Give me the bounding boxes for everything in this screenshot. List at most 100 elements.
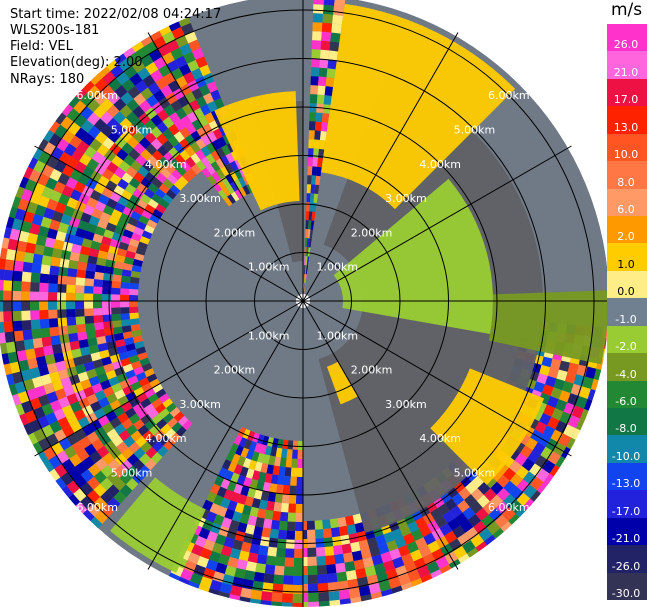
noise-gate bbox=[309, 94, 318, 104]
noise-gate bbox=[32, 337, 44, 349]
noise-gate bbox=[550, 387, 563, 400]
noise-gate bbox=[106, 471, 120, 485]
noise-gate bbox=[179, 63, 192, 76]
noise-gate bbox=[146, 155, 159, 167]
noise-gate bbox=[435, 556, 449, 570]
noise-gate bbox=[293, 557, 303, 567]
noise-gate bbox=[366, 537, 378, 549]
noise-gate bbox=[308, 220, 312, 230]
noise-gate bbox=[500, 521, 515, 535]
noise-gate bbox=[111, 313, 122, 322]
noise-gate bbox=[155, 203, 167, 214]
noise-gate bbox=[427, 540, 441, 554]
noise-gate bbox=[328, 590, 340, 601]
noise-gate bbox=[262, 454, 271, 465]
noise-gate bbox=[78, 253, 89, 263]
noise-gate bbox=[195, 149, 206, 161]
noise-gate bbox=[168, 111, 181, 124]
noise-gate bbox=[216, 505, 228, 518]
noise-gate bbox=[123, 256, 135, 265]
noise-gate bbox=[319, 49, 330, 60]
noise-gate bbox=[162, 397, 173, 409]
noise-gate bbox=[130, 270, 141, 279]
noise-gate bbox=[449, 505, 463, 519]
noise-gate bbox=[292, 584, 303, 594]
noise-gate bbox=[322, 104, 331, 114]
noise-gate bbox=[389, 548, 402, 561]
noise-gate bbox=[75, 277, 86, 286]
noise-gate bbox=[388, 577, 401, 589]
noise-gate bbox=[502, 467, 516, 481]
noise-gate bbox=[60, 116, 74, 130]
noise-gate bbox=[355, 567, 367, 579]
noise-gate bbox=[9, 361, 21, 374]
noise-gate bbox=[5, 248, 17, 261]
noise-gate bbox=[113, 478, 126, 491]
noise-gate bbox=[124, 407, 137, 419]
noise-gate bbox=[550, 358, 562, 370]
noise-gate bbox=[68, 332, 79, 343]
noise-gate bbox=[116, 148, 129, 161]
noise-gate bbox=[66, 224, 78, 236]
noise-gate bbox=[292, 602, 303, 607]
noise-gate bbox=[11, 371, 24, 384]
noise-gate bbox=[14, 381, 27, 394]
noise-gate bbox=[281, 493, 290, 504]
noise-gate bbox=[316, 166, 322, 177]
noise-gate bbox=[543, 404, 556, 417]
noise-gate bbox=[322, 519, 331, 530]
noise-gate bbox=[321, 113, 330, 123]
noise-gate bbox=[21, 301, 31, 311]
noise-gate bbox=[312, 157, 319, 167]
noise-gate bbox=[11, 218, 24, 231]
noise-gate bbox=[8, 171, 21, 186]
noise-gate bbox=[55, 230, 67, 242]
noise-gate bbox=[90, 351, 102, 362]
noise-gate bbox=[89, 450, 103, 464]
noise-gate bbox=[102, 168, 114, 181]
noise-gate bbox=[224, 470, 234, 481]
noise-gate bbox=[290, 467, 298, 477]
noise-gate bbox=[251, 534, 262, 546]
noise-gate bbox=[77, 371, 89, 383]
noise-gate bbox=[193, 564, 206, 577]
noise-gate bbox=[208, 120, 219, 132]
range-ring-label: 1.00km bbox=[248, 261, 290, 274]
noise-gate bbox=[93, 308, 103, 316]
noise-gate bbox=[233, 464, 243, 475]
noise-gate bbox=[125, 200, 137, 211]
noise-gate bbox=[317, 157, 324, 168]
noise-gate bbox=[0, 311, 4, 323]
noise-gate bbox=[255, 562, 266, 574]
noise-gate bbox=[534, 455, 548, 469]
noise-gate bbox=[269, 528, 279, 539]
noise-gate bbox=[307, 247, 311, 257]
noise-gate bbox=[57, 292, 67, 301]
noise-gate bbox=[129, 288, 139, 296]
noise-gate bbox=[86, 368, 98, 379]
noise-gate bbox=[285, 539, 295, 549]
noise-gate bbox=[232, 576, 244, 588]
noise-gate bbox=[136, 392, 148, 403]
noise-gate bbox=[87, 463, 101, 477]
noise-gate bbox=[303, 283, 306, 293]
noise-gate bbox=[116, 248, 128, 257]
noise-gate bbox=[120, 313, 130, 321]
noise-gate bbox=[310, 76, 319, 86]
noise-gate bbox=[218, 553, 230, 566]
noise-gate bbox=[106, 484, 120, 498]
noise-gate bbox=[201, 167, 212, 179]
noise-gate bbox=[57, 309, 67, 319]
noise-gate bbox=[411, 529, 424, 542]
noise-gate bbox=[132, 471, 145, 484]
noise-gate bbox=[125, 250, 136, 259]
noise-gate bbox=[111, 382, 123, 394]
noise-gate bbox=[465, 527, 479, 541]
noise-gate bbox=[314, 184, 320, 195]
noise-gate bbox=[76, 140, 90, 154]
noise-gate bbox=[71, 243, 82, 254]
noise-gate bbox=[284, 467, 292, 477]
noise-gate bbox=[179, 43, 192, 56]
noise-gate bbox=[313, 148, 319, 158]
noise-gate bbox=[94, 131, 108, 145]
